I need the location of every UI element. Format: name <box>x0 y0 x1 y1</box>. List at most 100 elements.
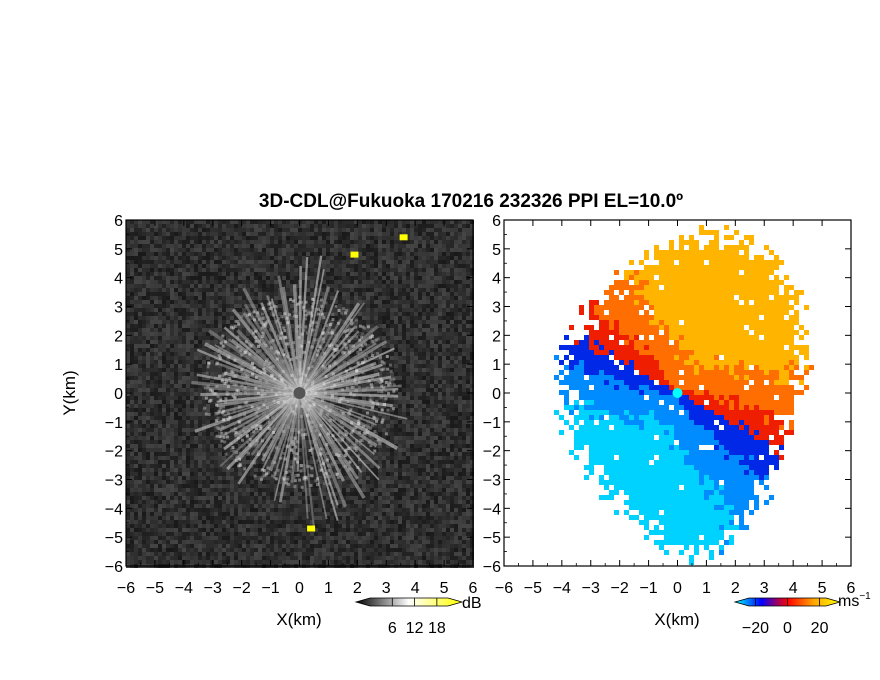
snr-noise-cell <box>354 336 358 340</box>
snr-noise-cell <box>418 432 422 436</box>
snr-noise-cell <box>158 352 162 356</box>
snr-noise-cell <box>382 432 386 436</box>
snr-noise-cell <box>138 280 142 284</box>
snr-noise-cell <box>434 404 438 408</box>
snr-noise-cell <box>182 404 186 408</box>
snr-noise-cell <box>358 244 362 248</box>
snr-noise-cell <box>146 428 150 432</box>
snr-noise-cell <box>134 296 138 300</box>
snr-noise-cell <box>314 252 318 256</box>
snr-noise-cell <box>418 336 422 340</box>
snr-noise-cell <box>166 360 170 364</box>
snr-noise-cell <box>282 260 286 264</box>
snr-noise-cell <box>430 248 434 252</box>
snr-noise-cell <box>410 392 414 396</box>
snr-noise-cell <box>250 308 254 312</box>
snr-noise-cell <box>238 320 242 324</box>
snr-noise-cell <box>334 440 338 444</box>
snr-noise-cell <box>182 284 186 288</box>
snr-noise-cell <box>410 332 414 336</box>
snr-noise-cell <box>162 256 166 260</box>
snr-noise-cell <box>466 400 470 404</box>
snr-noise-cell <box>246 252 250 256</box>
snr-noise-cell <box>154 296 158 300</box>
snr-noise-cell <box>326 364 330 368</box>
snr-noise-cell <box>126 436 130 440</box>
snr-noise-cell <box>210 364 214 368</box>
snr-noise-cell <box>306 328 310 332</box>
snr-noise-cell <box>394 344 398 348</box>
snr-noise-cell <box>126 448 130 452</box>
snr-noise-cell <box>162 448 166 452</box>
snr-noise-cell <box>266 300 270 304</box>
snr-noise-cell <box>318 232 322 236</box>
snr-noise-cell <box>282 240 286 244</box>
snr-noise-cell <box>218 344 222 348</box>
snr-noise-cell <box>222 308 226 312</box>
snr-noise-cell <box>306 444 310 448</box>
snr-noise-cell <box>334 268 338 272</box>
snr-noise-cell <box>162 380 166 384</box>
snr-noise-cell <box>230 432 234 436</box>
snr-noise-cell <box>150 264 154 268</box>
snr-noise-cell <box>226 224 230 228</box>
snr-noise-cell <box>394 276 398 280</box>
snr-noise-cell <box>222 312 226 316</box>
snr-noise-cell <box>426 272 430 276</box>
snr-noise-cell <box>334 236 338 240</box>
snr-noise-cell <box>178 380 182 384</box>
snr-noise-cell <box>278 296 282 300</box>
snr-noise-cell <box>470 428 474 432</box>
snr-noise-cell <box>234 304 238 308</box>
snr-noise-cell <box>342 268 346 272</box>
snr-noise-cell <box>454 252 458 256</box>
snr-noise-cell <box>186 388 190 392</box>
snr-noise-cell <box>370 284 374 288</box>
snr-noise-cell <box>182 380 186 384</box>
snr-noise-cell <box>250 228 254 232</box>
snr-noise-cell <box>450 304 454 308</box>
snr-noise-cell <box>358 272 362 276</box>
snr-noise-cell <box>398 404 402 408</box>
snr-noise-cell <box>366 280 370 284</box>
snr-noise-cell <box>410 232 414 236</box>
snr-noise-cell <box>350 296 354 300</box>
snr-noise-cell <box>306 252 310 256</box>
snr-noise-cell <box>418 420 422 424</box>
snr-noise-cell <box>202 428 206 432</box>
snr-noise-cell <box>310 444 314 448</box>
snr-noise-cell <box>342 304 346 308</box>
snr-noise-cell <box>154 248 158 252</box>
snr-noise-cell <box>138 324 142 328</box>
snr-noise-cell <box>450 288 454 292</box>
snr-noise-cell <box>150 288 154 292</box>
snr-noise-cell <box>370 272 374 276</box>
snr-noise-cell <box>290 304 294 308</box>
snr-noise-cell <box>346 224 350 228</box>
snr-noise-cell <box>202 264 206 268</box>
snr-noise-cell <box>254 292 258 296</box>
snr-noise-cell <box>226 324 230 328</box>
snr-noise-cell <box>142 248 146 252</box>
snr-noise-cell <box>458 260 462 264</box>
snr-noise-cell <box>158 428 162 432</box>
snr-noise-cell <box>186 380 190 384</box>
snr-noise-cell <box>382 284 386 288</box>
snr-noise-cell <box>422 344 426 348</box>
snr-noise-cell <box>458 440 462 444</box>
snr-noise-cell <box>394 380 398 384</box>
snr-noise-cell <box>178 268 182 272</box>
snr-noise-cell <box>142 408 146 412</box>
snr-noise-cell <box>166 252 170 256</box>
snr-noise-cell <box>446 296 450 300</box>
snr-noise-cell <box>458 436 462 440</box>
snr-noise-cell <box>378 328 382 332</box>
snr-noise-cell <box>402 440 406 444</box>
snr-noise-cell <box>350 316 354 320</box>
snr-noise-cell <box>194 440 198 444</box>
snr-noise-cell <box>442 280 446 284</box>
snr-noise-cell <box>422 436 426 440</box>
snr-noise-cell <box>358 264 362 268</box>
snr-noise-cell <box>250 244 254 248</box>
snr-noise-cell <box>470 396 474 400</box>
